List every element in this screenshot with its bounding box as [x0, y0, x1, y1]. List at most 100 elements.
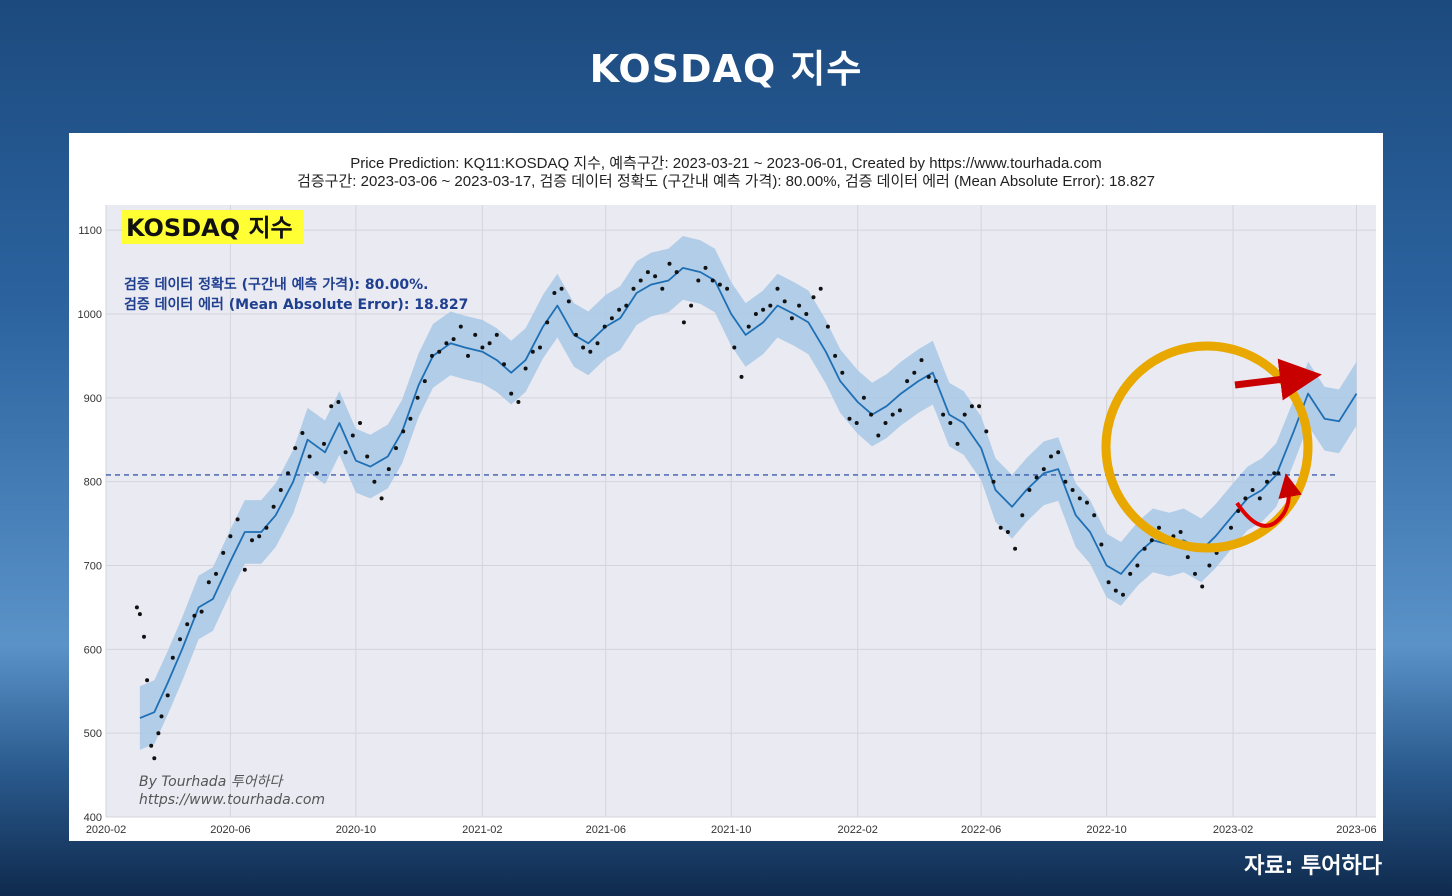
actual-point	[631, 286, 636, 291]
actual-point	[789, 316, 794, 321]
chart-header: Price Prediction: KQ11:KOSDAQ 지수, 예측구간: …	[69, 155, 1383, 191]
actual-point	[430, 353, 434, 358]
prediction-chart: 400 500 600 700 800 900 1000 1100 2020-02 2020-06…	[78, 205, 1377, 836]
source-label: 자료: 투어하다	[1244, 854, 1382, 879]
actual-point	[235, 517, 240, 522]
actual-point	[1049, 454, 1053, 459]
actual-point	[1034, 475, 1039, 480]
actual-point	[358, 421, 362, 425]
x-tick-label: 2021-02	[462, 824, 502, 836]
actual-point	[1135, 563, 1140, 568]
actual-point	[466, 353, 470, 358]
actual-point	[192, 613, 197, 618]
actual-point	[797, 303, 802, 308]
actual-point	[509, 391, 514, 396]
actual-point	[408, 416, 413, 421]
actual-point	[329, 404, 334, 409]
actual-point	[1149, 538, 1154, 543]
actual-point	[134, 605, 139, 610]
x-tick-label: 2021-06	[586, 824, 626, 836]
error-metric: 검증 데이터 에러 (Mean Absolute Error): 18.827	[124, 296, 468, 313]
y-tick-label: 800	[84, 477, 102, 489]
x-tick-label: 2020-02	[86, 824, 126, 836]
actual-point	[214, 571, 218, 576]
actual-point	[869, 412, 874, 417]
actual-point	[1077, 496, 1082, 501]
actual-point	[480, 345, 485, 350]
actual-point	[768, 303, 773, 308]
actual-point	[379, 496, 384, 501]
actual-point	[293, 446, 298, 451]
actual-point	[602, 324, 607, 329]
actual-point	[833, 353, 838, 358]
actual-point	[159, 714, 164, 719]
actual-point	[638, 278, 643, 283]
actual-point	[1193, 571, 1197, 576]
x-tick-label: 2023-06	[1336, 824, 1376, 836]
actual-point	[1063, 479, 1068, 484]
actual-point	[811, 295, 816, 300]
actual-point	[221, 550, 226, 555]
actual-point	[372, 479, 377, 484]
actual-point	[753, 312, 758, 316]
actual-point	[1243, 496, 1248, 501]
actual-point	[883, 421, 888, 425]
actual-point	[545, 320, 550, 325]
x-tick-label: 2022-06	[961, 824, 1001, 836]
actual-point	[926, 374, 931, 379]
actual-point	[494, 332, 499, 337]
actual-point	[948, 421, 953, 425]
x-tick-label: 2023-02	[1213, 824, 1253, 836]
actual-point	[1229, 525, 1233, 530]
actual-point	[1020, 513, 1025, 518]
actual-point	[271, 504, 276, 509]
actual-point	[530, 349, 535, 354]
actual-point	[710, 278, 715, 283]
y-tick-label: 1000	[78, 309, 102, 321]
actual-point	[473, 332, 478, 337]
actual-point	[1113, 588, 1118, 593]
actual-point	[206, 580, 211, 585]
actual-point	[1236, 509, 1241, 513]
actual-point	[170, 655, 175, 660]
x-tick-label: 2021-10	[711, 824, 751, 836]
actual-point	[739, 374, 744, 379]
y-tick-label: 600	[84, 644, 102, 656]
actual-point	[825, 324, 830, 329]
actual-point	[595, 341, 600, 346]
y-tick-label: 1100	[78, 225, 102, 237]
actual-point	[991, 479, 996, 484]
actual-point	[667, 261, 672, 266]
actual-point	[804, 312, 809, 316]
actual-point	[1106, 580, 1111, 585]
actual-point	[458, 324, 463, 329]
actual-point	[343, 450, 348, 455]
actual-point	[876, 433, 881, 438]
actual-point	[156, 731, 161, 736]
actual-point	[1013, 546, 1018, 551]
actual-point	[386, 467, 391, 472]
up-arrow	[1234, 358, 1322, 401]
actual-point	[775, 286, 780, 291]
actual-point	[840, 370, 845, 375]
actual-point	[1005, 530, 1010, 534]
actual-point	[725, 286, 730, 291]
actual-point	[487, 341, 492, 346]
actual-point	[307, 454, 312, 459]
actual-point	[1085, 500, 1089, 505]
actual-point	[552, 291, 557, 295]
actual-point	[422, 379, 427, 384]
actual-point	[617, 307, 622, 312]
actual-point	[415, 395, 420, 400]
actual-point	[1265, 479, 1269, 484]
actual-point	[1157, 525, 1161, 530]
accuracy-metric: 검증 데이터 정확도 (구간내 예측 가격): 80.00%.	[124, 276, 428, 293]
actual-point	[861, 395, 866, 400]
actual-point	[502, 362, 506, 367]
actual-point	[1207, 563, 1212, 568]
actual-point	[717, 282, 722, 287]
actual-point	[624, 303, 629, 308]
actual-point	[818, 286, 823, 291]
actual-point	[984, 429, 989, 434]
badge-background	[122, 210, 304, 244]
